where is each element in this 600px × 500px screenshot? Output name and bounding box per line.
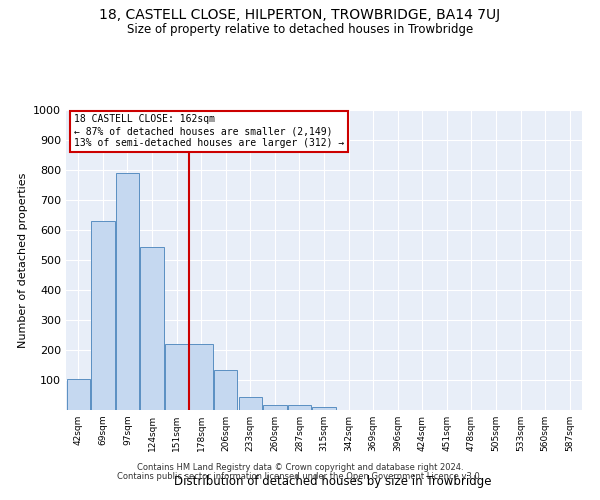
Bar [313,407,335,410]
Bar [116,173,139,410]
Bar [140,248,164,410]
Text: 18, CASTELL CLOSE, HILPERTON, TROWBRIDGE, BA14 7UJ: 18, CASTELL CLOSE, HILPERTON, TROWBRIDGE… [100,8,500,22]
Bar [214,370,238,410]
Text: Distribution of detached houses by size in Trowbridge: Distribution of detached houses by size … [174,474,492,488]
Text: Contains HM Land Registry data © Crown copyright and database right 2024.: Contains HM Land Registry data © Crown c… [137,464,463,472]
Text: Contains public sector information licensed under the Open Government Licence v3: Contains public sector information licen… [118,472,482,481]
Bar [263,405,287,410]
Text: Size of property relative to detached houses in Trowbridge: Size of property relative to detached ho… [127,22,473,36]
Bar [165,344,188,410]
Y-axis label: Number of detached properties: Number of detached properties [17,172,28,348]
Bar [67,379,90,410]
Text: 18 CASTELL CLOSE: 162sqm
← 87% of detached houses are smaller (2,149)
13% of sem: 18 CASTELL CLOSE: 162sqm ← 87% of detach… [74,114,344,148]
Bar [91,221,115,410]
Bar [288,405,311,410]
Bar [190,344,213,410]
Bar [239,398,262,410]
